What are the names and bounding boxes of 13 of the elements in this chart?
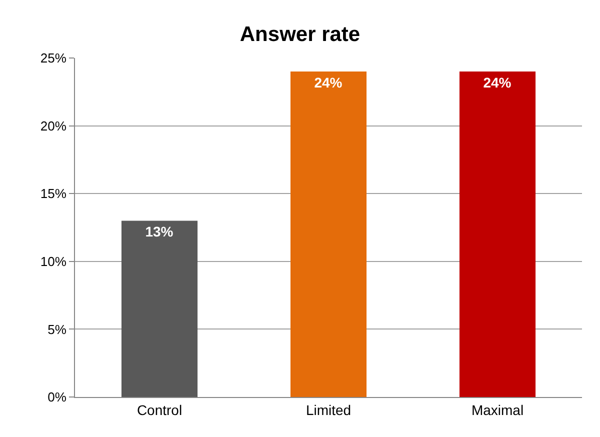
y-tick-label: 15% xyxy=(40,186,67,202)
y-tick-label: 25% xyxy=(40,50,67,66)
data-label: 24% xyxy=(483,74,512,91)
x-tick-label: Limited xyxy=(306,402,352,418)
data-label: 24% xyxy=(314,74,343,91)
y-tick-label: 0% xyxy=(48,390,67,405)
y-tick-label: 20% xyxy=(40,118,67,134)
x-tick-label: Control xyxy=(136,402,182,418)
y-tick-label: 5% xyxy=(48,322,67,337)
chart-title: Answer rate xyxy=(240,22,360,46)
data-label: 13% xyxy=(145,224,174,240)
x-tick-label: Maximal xyxy=(471,402,524,418)
y-tick-label: 10% xyxy=(40,254,67,269)
